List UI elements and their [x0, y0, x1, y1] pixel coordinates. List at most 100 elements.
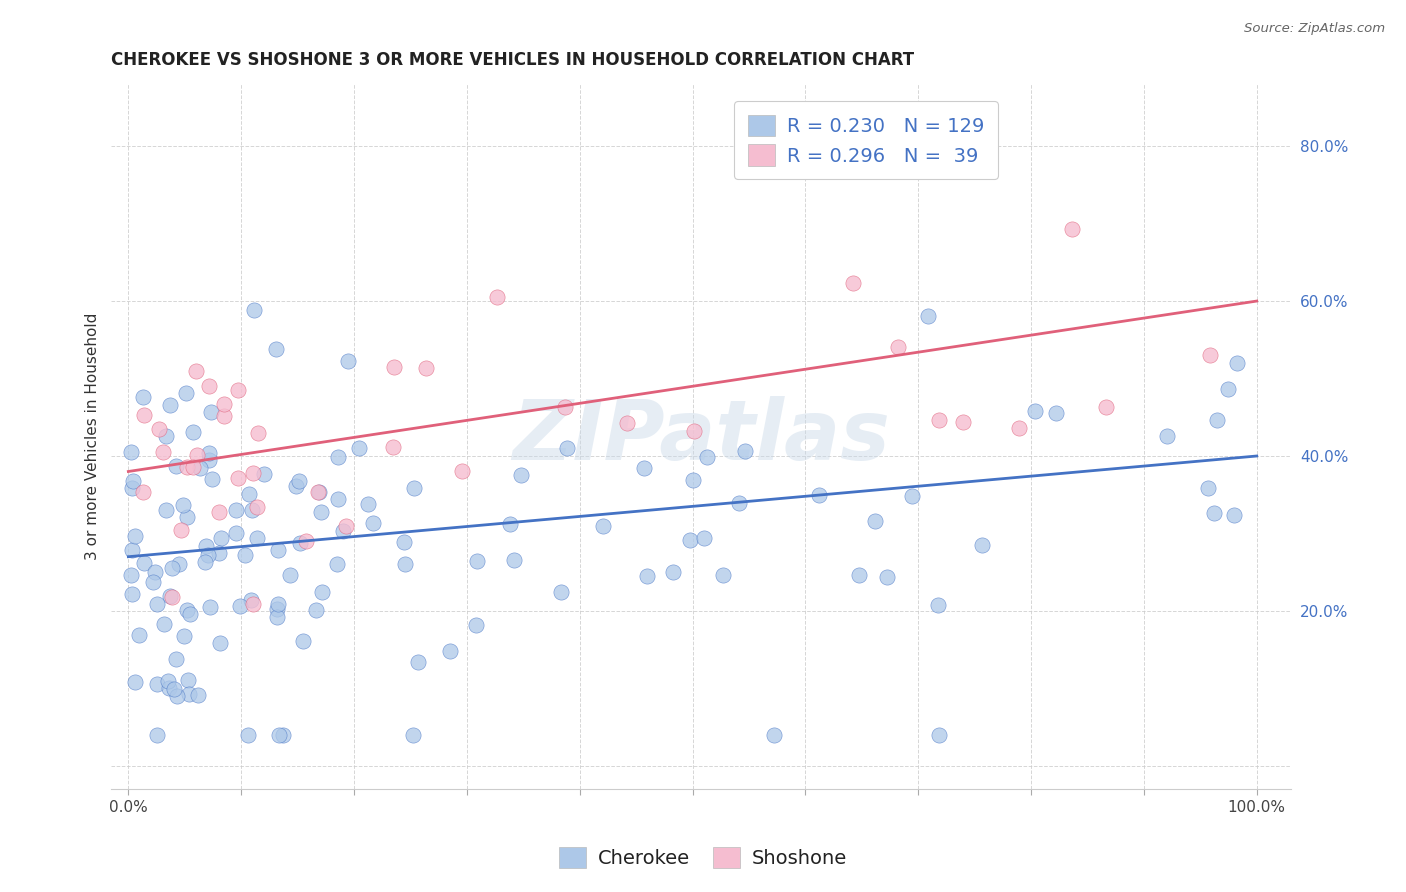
Y-axis label: 3 or more Vehicles in Household: 3 or more Vehicles in Household [86, 313, 100, 560]
Point [198, 600, 221, 615]
Point [308, 484, 330, 499]
Point [1008, 421, 1031, 435]
Point [382, 359, 405, 374]
Point [927, 598, 949, 612]
Point [148, 422, 170, 436]
Point [928, 728, 950, 742]
Point [160, 590, 183, 604]
Point [499, 517, 522, 532]
Point [693, 531, 716, 545]
Point [336, 353, 359, 368]
Point [183, 460, 205, 475]
Point [307, 484, 329, 499]
Point [194, 540, 217, 554]
Point [159, 590, 181, 604]
Point [402, 728, 425, 742]
Point [807, 488, 830, 502]
Point [128, 627, 150, 641]
Point [465, 554, 488, 568]
Point [240, 502, 263, 516]
Point [271, 728, 294, 742]
Point [357, 497, 380, 511]
Point [124, 675, 146, 690]
Point [124, 529, 146, 543]
Point [592, 518, 614, 533]
Point [294, 533, 316, 548]
Point [121, 474, 143, 488]
Point [152, 444, 174, 458]
Point [145, 598, 167, 612]
Point [228, 599, 250, 613]
Point [188, 460, 211, 475]
Point [728, 496, 751, 510]
Point [503, 553, 526, 567]
Point [176, 459, 198, 474]
Point [1226, 356, 1249, 370]
Point [152, 616, 174, 631]
Point [242, 466, 264, 480]
Point [554, 400, 576, 414]
Point [361, 516, 384, 530]
Point [159, 681, 181, 696]
Text: ZIPatlas: ZIPatlas [512, 396, 890, 477]
Point [121, 481, 143, 495]
Point [267, 597, 290, 611]
Point [633, 461, 655, 475]
Point [382, 441, 405, 455]
Point [132, 556, 155, 570]
Point [145, 728, 167, 742]
Legend: R = 0.230   N = 129, R = 0.296   N =  39: R = 0.230 N = 129, R = 0.296 N = 39 [734, 101, 998, 179]
Point [243, 303, 266, 318]
Point [402, 481, 425, 495]
Point [169, 523, 191, 537]
Point [212, 409, 235, 424]
Point [238, 728, 260, 742]
Point [142, 574, 165, 589]
Point [679, 533, 702, 548]
Point [181, 425, 204, 439]
Point [120, 445, 142, 459]
Point [1223, 508, 1246, 523]
Point [288, 474, 311, 488]
Point [682, 424, 704, 438]
Point [155, 503, 177, 517]
Point [177, 673, 200, 687]
Point [406, 655, 429, 669]
Point [267, 542, 290, 557]
Point [172, 498, 194, 512]
Point [208, 546, 231, 560]
Point [848, 568, 870, 582]
Point [682, 473, 704, 487]
Point [288, 536, 311, 550]
Point [917, 309, 939, 323]
Point [285, 479, 308, 493]
Point [233, 548, 256, 562]
Point [238, 487, 260, 501]
Point [1062, 222, 1084, 236]
Point [734, 444, 756, 458]
Point [1156, 429, 1178, 443]
Point [335, 519, 357, 533]
Point [1204, 507, 1226, 521]
Point [349, 441, 371, 455]
Point [696, 450, 718, 465]
Point [928, 412, 950, 426]
Point [486, 290, 509, 304]
Point [970, 538, 993, 552]
Point [198, 446, 221, 460]
Point [305, 603, 328, 617]
Point [246, 531, 269, 545]
Point [711, 568, 734, 582]
Point [392, 534, 415, 549]
Point [1206, 413, 1229, 427]
Point [246, 500, 269, 514]
Point [197, 548, 219, 562]
Point [173, 629, 195, 643]
Point [451, 464, 474, 478]
Point [246, 425, 269, 440]
Point [291, 634, 314, 648]
Point [200, 405, 222, 419]
Point [120, 567, 142, 582]
Point [762, 728, 785, 742]
Point [226, 384, 249, 398]
